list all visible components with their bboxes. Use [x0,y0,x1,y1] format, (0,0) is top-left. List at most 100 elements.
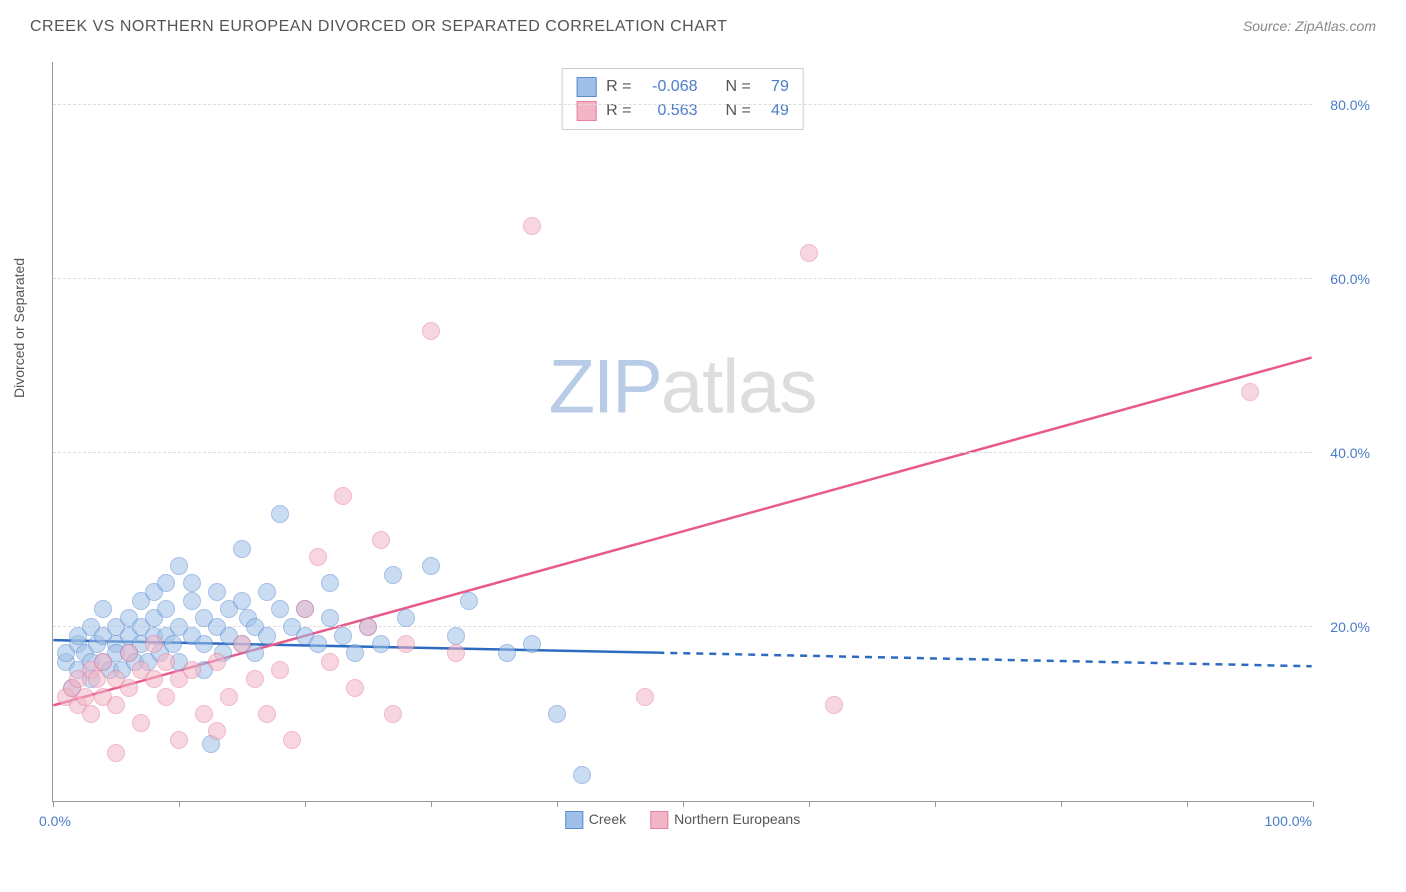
scatter-point [372,531,390,549]
scatter-point [523,635,541,653]
scatter-point [498,644,516,662]
legend-r-label: R = [606,102,631,120]
gridline [53,278,1312,279]
source-name: ZipAtlas.com [1295,18,1376,34]
scatter-point [346,644,364,662]
x-tick [935,801,936,807]
scatter-point [145,635,163,653]
gridline [53,452,1312,453]
scatter-point [296,600,314,618]
scatter-point [88,670,106,688]
scatter-point [220,688,238,706]
legend-n-value-ne: 49 [761,102,789,120]
chart-container: ZIPatlas R = -0.068 N = 79 R = 0.563 N =… [52,62,1380,838]
scatter-point [825,696,843,714]
source-attribution: Source: ZipAtlas.com [1243,18,1376,34]
scatter-point [208,653,226,671]
scatter-point [460,592,478,610]
watermark-zip: ZIP [549,345,661,430]
series-label-creek: Creek [589,811,626,827]
legend-swatch-creek [576,77,596,97]
x-tick [53,801,54,807]
scatter-point [422,322,440,340]
scatter-point [548,705,566,723]
scatter-point [359,618,377,636]
scatter-point [120,679,138,697]
chart-header: CREEK VS NORTHERN EUROPEAN DIVORCED OR S… [0,0,1406,46]
scatter-point [422,557,440,575]
y-tick-label: 60.0% [1330,271,1370,287]
scatter-point [164,635,182,653]
scatter-point [397,609,415,627]
scatter-point [94,653,112,671]
scatter-point [145,670,163,688]
scatter-point [157,600,175,618]
scatter-point [233,540,251,558]
trendline [657,653,1311,667]
correlation-legend-box: R = -0.068 N = 79 R = 0.563 N = 49 [561,68,804,130]
scatter-point [397,635,415,653]
legend-r-label: R = [606,78,631,96]
scatter-point [283,731,301,749]
legend-row-creek: R = -0.068 N = 79 [576,75,789,99]
x-tick [683,801,684,807]
source-label: Source: [1243,18,1291,34]
scatter-point [372,635,390,653]
scatter-point [107,744,125,762]
scatter-point [208,722,226,740]
x-tick [179,801,180,807]
legend-r-value-ne: 0.563 [642,102,698,120]
scatter-point [309,548,327,566]
series-swatch-creek [565,811,583,829]
y-tick-label: 80.0% [1330,97,1370,113]
scatter-point [271,505,289,523]
x-axis-max-label: 100.0% [1265,813,1312,829]
scatter-point [384,705,402,723]
scatter-point [76,688,94,706]
y-tick-label: 40.0% [1330,445,1370,461]
legend-n-value-creek: 79 [761,78,789,96]
scatter-point [271,600,289,618]
scatter-point [334,487,352,505]
x-tick [305,801,306,807]
scatter-point [1241,383,1259,401]
scatter-point [157,688,175,706]
gridline [53,626,1312,627]
scatter-point [233,592,251,610]
scatter-point [334,627,352,645]
scatter-point [321,653,339,671]
scatter-point [157,574,175,592]
scatter-point [157,653,175,671]
scatter-point [107,696,125,714]
scatter-point [636,688,654,706]
x-tick [809,801,810,807]
chart-title: CREEK VS NORTHERN EUROPEAN DIVORCED OR S… [30,18,727,36]
scatter-point [195,705,213,723]
scatter-point [346,679,364,697]
series-legend: Creek Northern Europeans [565,811,800,829]
scatter-point [309,635,327,653]
scatter-point [170,557,188,575]
scatter-point [120,644,138,662]
watermark-atlas: atlas [661,345,817,430]
scatter-point [258,705,276,723]
scatter-point [271,661,289,679]
series-swatch-ne [650,811,668,829]
scatter-point [258,627,276,645]
scatter-point [208,583,226,601]
scatter-point [321,609,339,627]
scatter-point [447,627,465,645]
plot-area: ZIPatlas R = -0.068 N = 79 R = 0.563 N =… [52,62,1312,802]
gridline [53,104,1312,105]
scatter-point [447,644,465,662]
scatter-point [246,670,264,688]
x-tick [557,801,558,807]
x-tick [1187,801,1188,807]
scatter-point [233,635,251,653]
watermark: ZIPatlas [549,344,817,431]
scatter-point [94,600,112,618]
scatter-point [321,574,339,592]
legend-r-value-creek: -0.068 [642,78,698,96]
x-tick [431,801,432,807]
scatter-point [132,714,150,732]
